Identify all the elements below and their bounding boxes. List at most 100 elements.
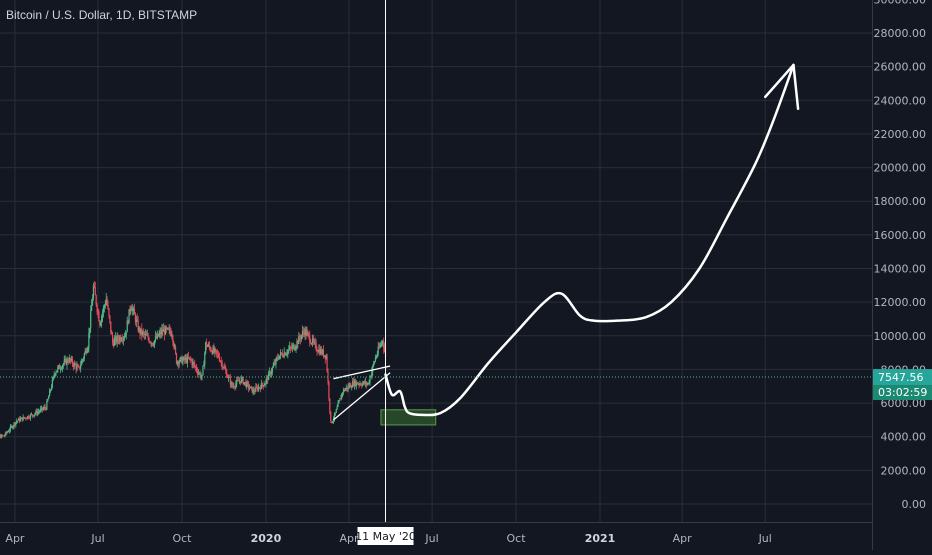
candle-body	[204, 353, 205, 365]
candle-body	[68, 362, 69, 363]
candle-body	[50, 390, 51, 391]
candle-body	[59, 365, 60, 369]
candle-body	[15, 422, 16, 425]
candle-body	[308, 333, 309, 335]
candle-body	[229, 377, 230, 378]
candle-body	[383, 341, 384, 348]
candle-body	[371, 371, 372, 376]
plot-background	[0, 0, 872, 522]
candle-body	[254, 391, 255, 392]
y-tick-label: 26000.00	[874, 61, 927, 74]
candle-body	[90, 311, 91, 328]
candle-body	[80, 365, 81, 368]
candle-body	[362, 383, 363, 385]
candle-body	[207, 346, 208, 347]
y-tick-label: 12000.00	[874, 296, 927, 309]
candle-body	[253, 390, 254, 392]
candle-body	[17, 421, 18, 422]
candle-body	[34, 415, 35, 416]
x-tick-label: Jul	[758, 532, 772, 545]
candle-body	[272, 368, 273, 372]
candle-body	[64, 361, 65, 365]
candle-body	[370, 376, 371, 377]
candle-body	[219, 357, 220, 361]
candle-body	[203, 364, 204, 366]
candle-body	[95, 287, 96, 295]
candle-body	[330, 412, 331, 422]
candle-body	[345, 389, 346, 391]
candle-body	[34, 414, 35, 415]
y-tick-label: 22000.00	[874, 128, 927, 141]
candle-body	[146, 334, 147, 335]
x-tick-label: Apr	[5, 532, 25, 545]
candle-body	[264, 384, 265, 385]
candle-body	[196, 367, 197, 370]
candle-body	[84, 354, 85, 358]
candle-body	[20, 419, 21, 421]
candle-body	[303, 331, 304, 332]
candle-body	[94, 286, 95, 288]
candle-body	[63, 364, 64, 366]
candle-body	[262, 383, 263, 385]
candle-body	[190, 359, 191, 361]
candle-body	[233, 386, 234, 387]
candle-body	[112, 334, 113, 342]
candle-body	[175, 346, 176, 353]
y-tick-label: 20000.00	[874, 162, 927, 175]
candle-body	[125, 335, 126, 337]
candle-body	[107, 299, 108, 305]
candle-body	[299, 336, 300, 338]
candle-body	[218, 354, 219, 357]
candle-body	[195, 366, 196, 367]
y-tick-label: 16000.00	[874, 229, 927, 242]
candle-body	[316, 343, 317, 350]
candle-body	[96, 295, 97, 304]
candle-body	[194, 364, 195, 367]
candle-body	[110, 321, 111, 331]
candle-body	[350, 385, 351, 388]
y-tick-label: 18000.00	[874, 195, 927, 208]
candle-body	[56, 371, 57, 372]
candle-body	[351, 387, 352, 388]
candle-body	[173, 342, 174, 347]
candle-body	[98, 312, 99, 321]
candle-body	[369, 377, 370, 383]
candle-body	[216, 350, 217, 353]
candle-body	[273, 366, 274, 368]
candle-body	[114, 340, 115, 346]
x-tick-label: Jul	[424, 532, 438, 545]
candle-body	[337, 403, 338, 407]
y-tick-label: 2000.00	[881, 464, 927, 477]
candle-body	[40, 409, 41, 411]
candle-body	[51, 387, 52, 390]
candle-body	[337, 407, 338, 410]
candle-body	[55, 372, 56, 374]
candle-body	[111, 332, 112, 334]
candle-body	[75, 363, 76, 365]
candle-body	[170, 329, 171, 332]
candle-body	[9, 430, 10, 431]
candle-body	[107, 305, 108, 309]
candle-body	[78, 366, 79, 367]
candle-body	[247, 382, 248, 383]
candle-body	[172, 336, 173, 343]
candle-body	[376, 356, 377, 357]
candle-body	[182, 360, 183, 364]
candle-body	[117, 336, 118, 339]
candle-body	[104, 306, 105, 307]
candle-body	[62, 366, 63, 369]
candle-body	[137, 319, 138, 320]
candle-body	[265, 380, 266, 384]
candle-body	[201, 375, 202, 376]
candle-body	[329, 398, 330, 411]
candle-body	[179, 362, 180, 365]
candle-body	[46, 401, 47, 409]
candle-body	[200, 373, 201, 377]
candle-body	[89, 328, 90, 333]
x-tick-label: Apr	[673, 532, 693, 545]
candle-body	[10, 427, 11, 431]
candle-body	[373, 363, 374, 365]
candle-body	[292, 346, 293, 348]
